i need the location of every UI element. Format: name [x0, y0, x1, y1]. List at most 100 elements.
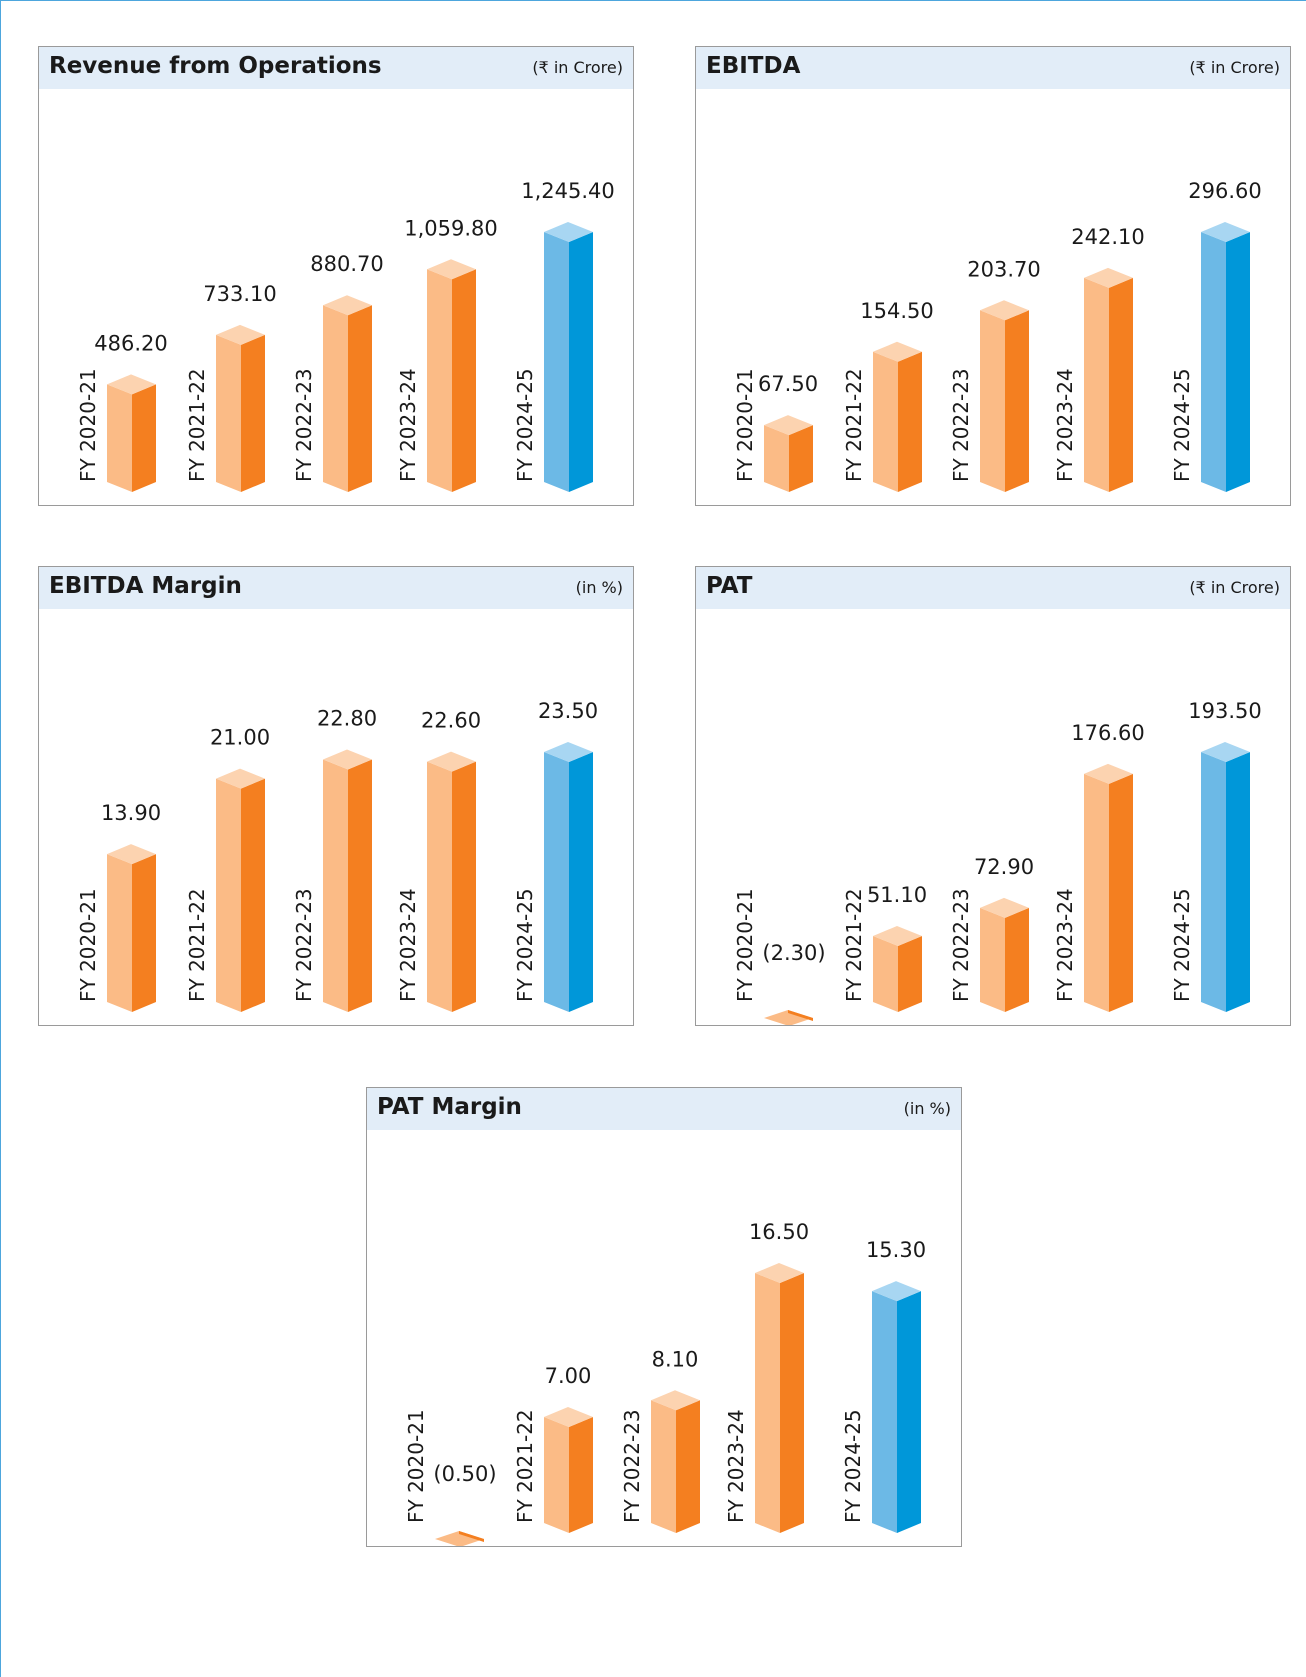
bar-fy-2020-21	[764, 1010, 813, 1025]
chart-svg: 13.90 FY 2020-21 21.00 FY 2021-22 22.80 FY 20…	[76, 699, 598, 1012]
bar-fy-2021-22	[544, 1406, 593, 1533]
bar-fy-2023-24	[1084, 763, 1133, 1012]
bar-fy-2023-24	[755, 1263, 804, 1533]
bar-fy-2021-22	[216, 324, 265, 492]
value-label: 8.10	[652, 1347, 699, 1371]
bar-fy-2021-22	[873, 925, 922, 1012]
bar-fy-2021-22	[873, 341, 922, 492]
chart-panel-revenue: Revenue from Operations (₹ in Crore) 486…	[38, 46, 634, 506]
value-label: 51.10	[867, 883, 927, 907]
chart-panel-pat: PAT (₹ in Crore) (2.30) FY 2020-21 51.10 FY…	[695, 566, 1291, 1026]
chart-unit: (in %)	[903, 1099, 951, 1118]
category-label: FY 2022-23	[292, 368, 316, 482]
chart-header	[696, 567, 1290, 609]
chart-title: EBITDA Margin	[49, 573, 242, 599]
chart-title: PAT	[706, 573, 753, 599]
category-label: FY 2020-21	[76, 888, 100, 1002]
category-label: FY 2024-25	[1170, 368, 1194, 482]
chart-unit: (₹ in Crore)	[532, 58, 623, 77]
category-label: FY 2020-21	[733, 888, 757, 1002]
value-label: 1,059.80	[404, 216, 498, 240]
value-label: 242.10	[1071, 225, 1144, 249]
category-label: FY 2023-24	[396, 368, 420, 482]
category-label: FY 2023-24	[396, 888, 420, 1002]
category-label: FY 2024-25	[513, 888, 537, 1002]
bar-fy-2024-25	[544, 742, 593, 1012]
bar-fy-2022-23	[323, 295, 372, 492]
value-label: 15.30	[866, 1238, 926, 1262]
bar-fy-2020-21	[107, 844, 156, 1012]
bar-fy-2024-25	[872, 1281, 921, 1533]
category-label: FY 2021-22	[185, 888, 209, 1002]
chart-svg: 486.20 FY 2020-21 733.10 FY 2021-22 880.70 FY…	[76, 179, 615, 492]
chart-header	[367, 1088, 961, 1130]
value-label: (0.50)	[433, 1462, 496, 1486]
value-label: 13.90	[101, 801, 161, 825]
value-label: 67.50	[758, 372, 818, 396]
value-label: 7.00	[545, 1364, 592, 1388]
chart-unit: (₹ in Crore)	[1189, 58, 1280, 77]
chart-header	[39, 47, 633, 89]
category-label: FY 2021-22	[513, 1409, 537, 1523]
category-label: FY 2020-21	[76, 368, 100, 482]
category-label: FY 2023-24	[724, 1409, 748, 1523]
category-label: FY 2020-21	[733, 368, 757, 482]
value-label: 23.50	[538, 699, 598, 723]
value-label: 72.90	[974, 855, 1034, 879]
chart-header	[696, 47, 1290, 89]
value-label: 1,245.40	[521, 179, 615, 203]
category-label: FY 2020-21	[404, 1409, 428, 1523]
value-label: 21.00	[210, 726, 270, 750]
value-label: 203.70	[967, 257, 1040, 281]
bar-fy-2022-23	[323, 749, 372, 1012]
value-label: (2.30)	[762, 941, 825, 965]
category-label: FY 2024-25	[513, 368, 537, 482]
value-label: 486.20	[94, 331, 167, 355]
category-label: FY 2021-22	[842, 368, 866, 482]
bar-fy-2023-24	[427, 259, 476, 492]
bar-fy-2022-23	[651, 1390, 700, 1533]
category-label: FY 2024-25	[1170, 888, 1194, 1002]
category-label: FY 2021-22	[842, 888, 866, 1002]
chart-panel-pat-margin: PAT Margin (in %) (0.50) FY 2020-21 7.00 FY…	[366, 1087, 962, 1547]
value-label: 176.60	[1071, 721, 1144, 745]
category-label: FY 2023-24	[1053, 888, 1077, 1002]
chart-title: EBITDA	[706, 53, 801, 79]
value-label: 22.80	[317, 706, 377, 730]
value-label: 296.60	[1188, 179, 1261, 203]
category-label: FY 2022-23	[292, 888, 316, 1002]
chart-panel-ebitda: EBITDA (₹ in Crore) 67.50 FY 2020-21 154.5…	[695, 46, 1291, 506]
bar-fy-2020-21	[435, 1531, 484, 1546]
bar-fy-2024-25	[1201, 222, 1250, 492]
chart-header	[39, 567, 633, 609]
bar-fy-2024-25	[544, 222, 593, 492]
category-label: FY 2022-23	[949, 888, 973, 1002]
bar-fy-2022-23	[980, 897, 1029, 1012]
bar-fy-2023-24	[427, 751, 476, 1012]
value-label: 733.10	[203, 282, 276, 306]
bar-fy-2021-22	[216, 768, 265, 1012]
bar-fy-2023-24	[1084, 267, 1133, 492]
value-label: 193.50	[1188, 699, 1261, 723]
chart-svg: (0.50)FY 2020-21 7.00 FY 2021-22 8.10 FY 202…	[404, 1220, 926, 1546]
bar-fy-2024-25	[1201, 742, 1250, 1012]
category-label: FY 2022-23	[949, 368, 973, 482]
chart-unit: (₹ in Crore)	[1189, 578, 1280, 597]
category-label: FY 2023-24	[1053, 368, 1077, 482]
category-label: FY 2022-23	[620, 1409, 644, 1523]
bar-fy-2020-21	[107, 374, 156, 492]
chart-unit: (in %)	[575, 578, 623, 597]
value-label: 154.50	[860, 299, 933, 323]
bar-fy-2022-23	[980, 300, 1029, 492]
chart-panel-ebitda-margin: EBITDA Margin (in %) 13.90 FY 2020-21 21.0…	[38, 566, 634, 1026]
category-label: FY 2021-22	[185, 368, 209, 482]
value-label: 22.60	[421, 709, 481, 733]
value-label: 880.70	[310, 252, 383, 276]
value-label: 16.50	[749, 1220, 809, 1244]
category-label: FY 2024-25	[841, 1409, 865, 1523]
bar-fy-2020-21	[764, 415, 813, 492]
chart-title: PAT Margin	[377, 1094, 522, 1120]
